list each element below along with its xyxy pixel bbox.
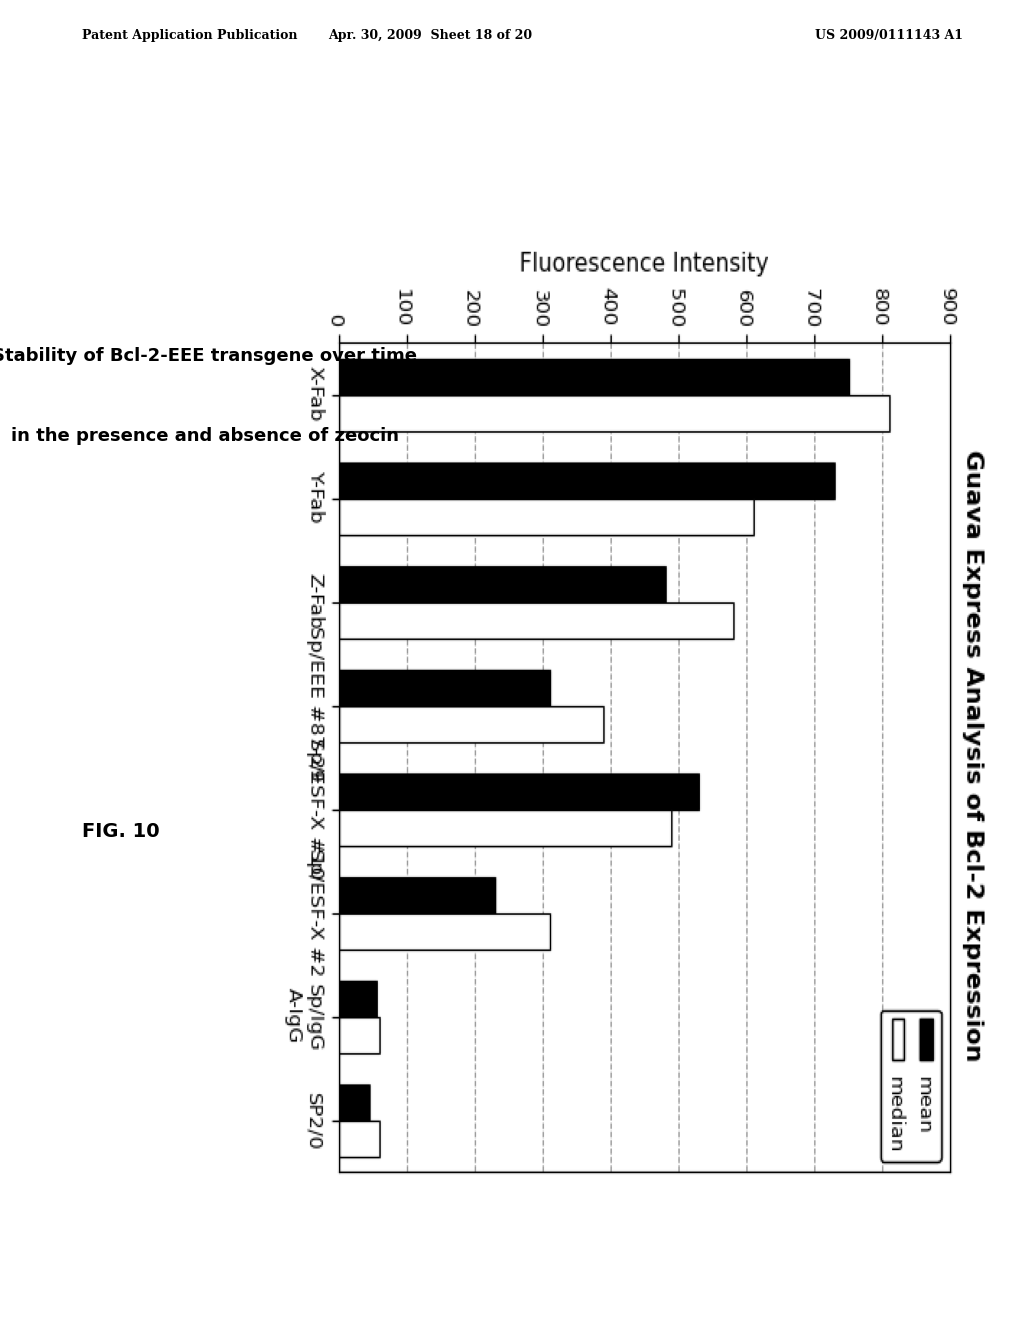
Text: Apr. 30, 2009  Sheet 18 of 20: Apr. 30, 2009 Sheet 18 of 20 <box>328 29 532 42</box>
Text: in the presence and absence of zeocin: in the presence and absence of zeocin <box>11 426 398 445</box>
Text: Stability of Bcl-2-EEE transgene over time: Stability of Bcl-2-EEE transgene over ti… <box>0 347 418 366</box>
Text: US 2009/0111143 A1: US 2009/0111143 A1 <box>814 29 963 42</box>
Text: FIG. 10: FIG. 10 <box>82 822 160 841</box>
Text: Patent Application Publication: Patent Application Publication <box>82 29 297 42</box>
